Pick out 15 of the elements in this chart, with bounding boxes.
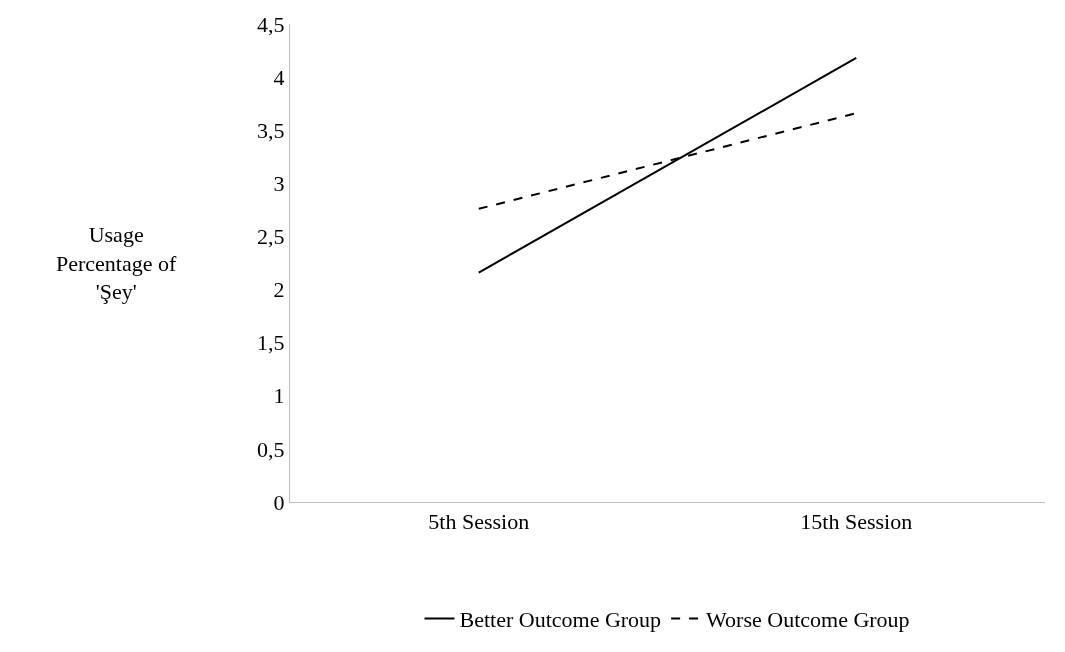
y-tick-label: 3: [273, 171, 285, 197]
x-tick-label: 15th Session: [800, 509, 913, 535]
legend-label: Better Outcome Group: [459, 606, 662, 632]
y-tick-label: 1: [273, 383, 285, 409]
x-tick-label: 5th Session: [428, 509, 530, 535]
legend-label: Worse Outcome Group: [706, 606, 910, 632]
y-tick-label: 2: [273, 277, 285, 303]
y-tick-label: 4,5: [257, 11, 285, 37]
y-tick-label: 0,5: [257, 436, 285, 462]
y-tick-label: 3,5: [257, 117, 285, 143]
y-tick-label: 4: [273, 64, 285, 90]
y-tick-label: 0: [273, 489, 285, 515]
y-tick-label: 1,5: [257, 330, 285, 356]
y-tick-label: 2,5: [257, 224, 285, 250]
y-axis-title: Usage Percentage of 'Şey': [56, 222, 177, 305]
